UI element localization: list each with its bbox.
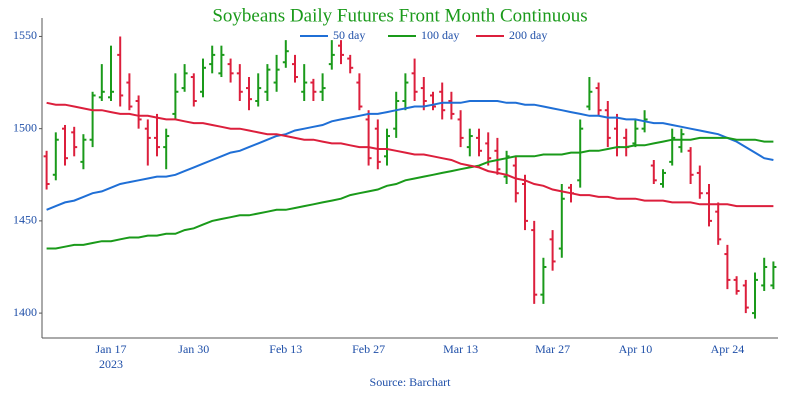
chart-title: Soybeans Daily Futures Front Month Conti… bbox=[212, 5, 587, 26]
y-tick-label: 1400 bbox=[13, 305, 37, 319]
x-tick-label: Feb 27 bbox=[352, 342, 385, 356]
y-tick-label: 1550 bbox=[13, 28, 37, 42]
x-tick-label: Mar 27 bbox=[535, 342, 570, 356]
ma-line bbox=[46, 136, 774, 250]
x-tick-label: Jan 17 bbox=[96, 342, 127, 356]
x-tick-label: Mar 13 bbox=[443, 342, 478, 356]
x-year-label: 2023 bbox=[99, 357, 123, 371]
ma-line bbox=[46, 101, 774, 208]
x-tick-label: Jan 30 bbox=[178, 342, 209, 356]
y-tick-label: 1500 bbox=[13, 120, 37, 134]
x-tick-label: Feb 13 bbox=[269, 342, 302, 356]
source: Source: Barchart bbox=[370, 375, 452, 389]
x-tick-label: Apr 10 bbox=[619, 342, 653, 356]
legend-label: 50 day bbox=[333, 28, 365, 42]
x-tick-label: Apr 24 bbox=[711, 342, 745, 356]
legend-label: 100 day bbox=[421, 28, 459, 42]
y-tick-label: 1450 bbox=[13, 213, 37, 227]
ma-line bbox=[46, 100, 774, 211]
legend-label: 200 day bbox=[509, 28, 547, 42]
